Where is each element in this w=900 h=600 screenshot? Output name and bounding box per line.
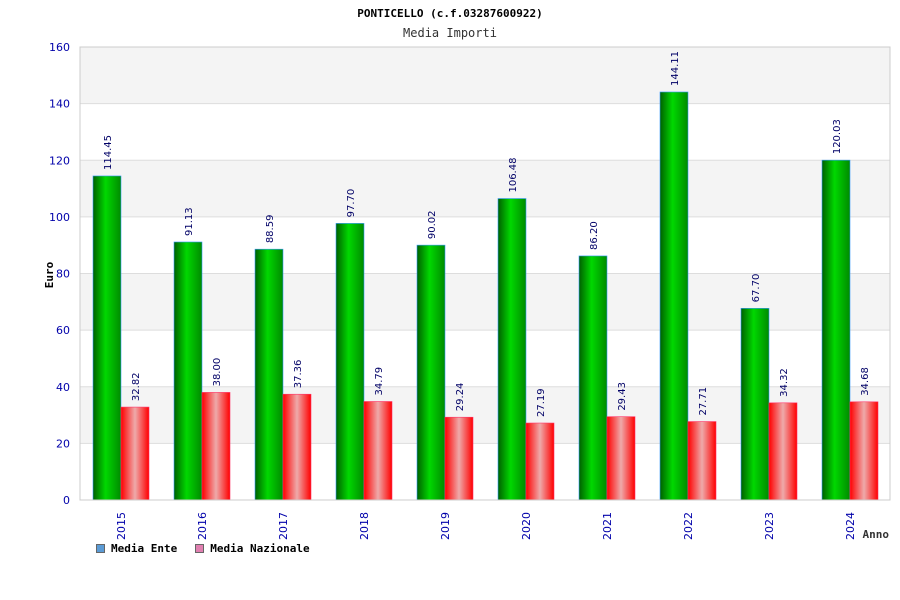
bar-media-nazionale-2015 [120, 406, 150, 501]
bar-media-nazionale-2022 [687, 421, 717, 501]
data-label: 27.71 [698, 387, 709, 416]
data-label: 34.68 [860, 367, 871, 396]
data-label: 86.20 [589, 221, 600, 250]
x-axis-label: Anno [863, 528, 890, 541]
bar-media-nazionale-2021 [606, 416, 636, 501]
legend-label-media-ente: Media Ente [111, 542, 178, 555]
y-tick-label: 60 [56, 324, 70, 337]
data-label: 90.02 [427, 210, 438, 239]
bar-media-ente-2017 [254, 248, 284, 501]
plot-band [80, 160, 890, 217]
x-tick-label: 2019 [439, 512, 452, 540]
y-tick-label: 80 [56, 268, 70, 281]
data-label: 34.79 [374, 367, 385, 396]
bar-media-ente-2018 [335, 223, 365, 501]
data-label: 37.36 [293, 360, 304, 389]
chart-subtitle: Media Importi [403, 26, 497, 40]
y-tick-label: 20 [56, 437, 70, 450]
bar-media-ente-2021 [578, 255, 608, 501]
y-tick-label: 160 [49, 41, 70, 54]
bar-media-ente-2020 [497, 198, 527, 501]
bar-media-nazionale-2019 [444, 416, 474, 501]
y-tick-label: 140 [49, 98, 70, 111]
bar-media-nazionale-2023 [768, 402, 798, 501]
data-label: 144.11 [670, 51, 681, 86]
x-tick-label: 2015 [115, 512, 128, 540]
legend: Media Ente Media Nazionale [96, 542, 310, 555]
x-tick-label: 2020 [520, 512, 533, 540]
bar-media-nazionale-2016 [201, 392, 231, 501]
bar-media-nazionale-2018 [363, 401, 393, 501]
legend-item-media-ente: Media Ente [96, 542, 177, 555]
chart-title: PONTICELLO (c.f.03287600922) [357, 7, 542, 20]
legend-swatch-media-nazionale [195, 544, 205, 553]
data-label: 106.48 [508, 158, 519, 193]
x-tick-label: 2022 [682, 512, 695, 540]
x-tick-label: 2018 [358, 512, 371, 540]
data-label: 38.00 [212, 358, 223, 387]
y-tick-label: 120 [49, 154, 70, 167]
data-label: 67.70 [751, 274, 762, 303]
x-tick-label: 2023 [763, 512, 776, 540]
data-label: 34.32 [779, 368, 790, 397]
bar-media-nazionale-2024 [849, 401, 879, 501]
bar-media-nazionale-2017 [282, 393, 312, 501]
data-label: 88.59 [265, 215, 276, 244]
data-label: 32.82 [131, 372, 142, 401]
plot-border [79, 46, 891, 501]
y-tick-label: 0 [63, 494, 70, 507]
x-tick-label: 2024 [844, 512, 857, 540]
data-label: 29.24 [455, 383, 466, 412]
bar-media-ente-2024 [821, 159, 851, 501]
data-label: 114.45 [103, 135, 114, 170]
bar-media-ente-2019 [416, 244, 446, 501]
y-tick-label: 40 [56, 381, 70, 394]
data-label: 120.03 [832, 119, 843, 154]
plot-band [80, 47, 890, 104]
x-tick-label: 2016 [196, 512, 209, 540]
bar-media-ente-2015 [92, 175, 122, 501]
bar-media-ente-2016 [173, 241, 203, 501]
data-label: 27.19 [536, 388, 547, 417]
data-label: 29.43 [617, 382, 628, 411]
data-label: 91.13 [184, 207, 195, 236]
plot-band [80, 103, 890, 161]
y-axis-label: Euro [43, 261, 56, 288]
data-label: 97.70 [346, 189, 357, 218]
x-tick-label: 2021 [601, 512, 614, 540]
y-tick-label: 100 [49, 211, 70, 224]
legend-item-media-nazionale: Media Nazionale [195, 542, 310, 555]
legend-label-media-nazionale: Media Nazionale [210, 542, 310, 555]
plot-band [80, 216, 890, 274]
x-tick-label: 2017 [277, 512, 290, 540]
bar-media-ente-2022 [659, 91, 689, 501]
bar-media-nazionale-2020 [525, 422, 555, 501]
legend-swatch-media-ente [96, 544, 105, 553]
bar-media-ente-2023 [740, 308, 770, 501]
